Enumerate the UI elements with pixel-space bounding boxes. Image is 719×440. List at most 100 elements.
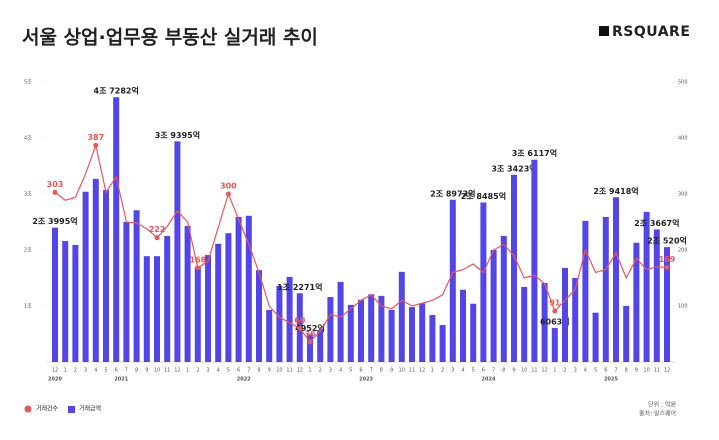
x-tick-label: 7 [614,368,617,374]
x-tick-label: 8 [380,368,383,374]
x-tick-label: 2 [319,368,322,374]
bar [266,309,273,362]
x-tick-label: 11 [164,368,170,374]
y2-tick-label: 500 [678,80,688,86]
point [93,142,99,148]
bar-label: 4952억 [295,323,325,333]
line-label: 36 [304,329,316,338]
bar [572,278,579,362]
x-tick-label: 8 [502,368,505,374]
x-tick-label: 7 [492,368,495,374]
point [225,191,231,197]
line-label: 168 [189,255,206,264]
x-tick-label: 3 [206,368,209,374]
bar [72,244,79,362]
bar [439,325,446,362]
year-label: 2022 [237,377,251,383]
bar [143,256,150,362]
x-tick-label: 2 [441,368,444,374]
bar [398,271,405,362]
year-label: 2021 [114,377,128,383]
x-tick-label: 7 [370,368,373,374]
x-tick-label: 9 [635,368,638,374]
x-tick-label: 7 [247,368,250,374]
bar [52,227,58,362]
x-tick-label: 6 [482,368,485,374]
x-tick-label: 1 [308,368,311,374]
x-tick-label: 10 [276,368,282,374]
bar [490,250,497,362]
bar [419,303,426,362]
point [195,265,201,271]
year-label: 2025 [604,377,618,383]
bar [256,270,262,362]
bar [235,216,242,362]
bar-label: 3조 9395억 [155,130,200,140]
bar [388,309,395,362]
legend-label: 거래금액 [79,405,101,413]
bar-label: 2조 3995억 [32,216,77,226]
bar [511,174,517,362]
point [552,308,558,314]
bar [623,306,630,362]
x-tick-label: 1 [64,368,67,374]
x-tick-label: 8 [135,368,138,374]
line-label: 300 [220,182,237,191]
bar [613,197,619,362]
x-tick-label: 12 [419,368,425,374]
line-label: 303 [47,180,64,189]
x-tick-label: 3 [84,368,87,374]
bar [225,233,232,362]
y2-tick-label: 300 [678,192,688,198]
bar [602,216,609,362]
bar [164,236,171,362]
bar [521,286,528,362]
bar [194,266,201,362]
bar [337,281,344,362]
x-tick-label: 6 [359,368,362,374]
x-tick-label: 10 [399,368,405,374]
bar [582,220,589,362]
x-tick-label: 8 [625,368,628,374]
x-tick-label: 12 [174,368,180,374]
x-tick-label: 10 [643,368,649,374]
bar [633,242,640,362]
y2-tick-label: 400 [678,136,688,142]
x-tick-label: 3 [451,368,454,374]
bar [531,159,538,362]
x-tick-label: 12 [664,368,670,374]
line-label: 60 [294,316,306,325]
x-tick-label: 4 [461,368,464,374]
bar [653,229,660,362]
bar-label: 3조 3423억 [491,163,536,173]
bar [460,289,466,362]
x-tick-label: 12 [297,368,303,374]
bar-label: 4조 7282억 [94,86,139,96]
bar [541,283,548,362]
x-tick-label: 4 [584,368,587,374]
x-tick-label: 6 [604,368,607,374]
bar [429,314,436,362]
point [297,325,303,331]
line-label: 91 [549,299,561,308]
bar [480,202,487,362]
x-tick-label: 11 [286,368,292,374]
x-tick-label: 9 [512,368,515,374]
bar [92,178,99,362]
bar [327,297,334,362]
x-tick-label: 4 [217,368,220,374]
x-tick-label: 5 [104,368,107,374]
bar [664,247,670,362]
bar-label: 2조 8485억 [461,191,506,201]
bar [62,241,69,362]
line-label: 222 [149,225,166,234]
bar-label: 2조 8973억 [430,188,475,198]
y2-tick-label: 100 [678,304,688,310]
x-tick-label: 1 [553,368,556,374]
bar-label: 6063억 [540,317,570,327]
y-tick-label: 2조 [24,248,32,254]
bar [174,141,181,362]
x-tick-label: 11 [409,368,415,374]
x-tick-label: 8 [257,368,260,374]
x-tick-label: 11 [654,368,660,374]
